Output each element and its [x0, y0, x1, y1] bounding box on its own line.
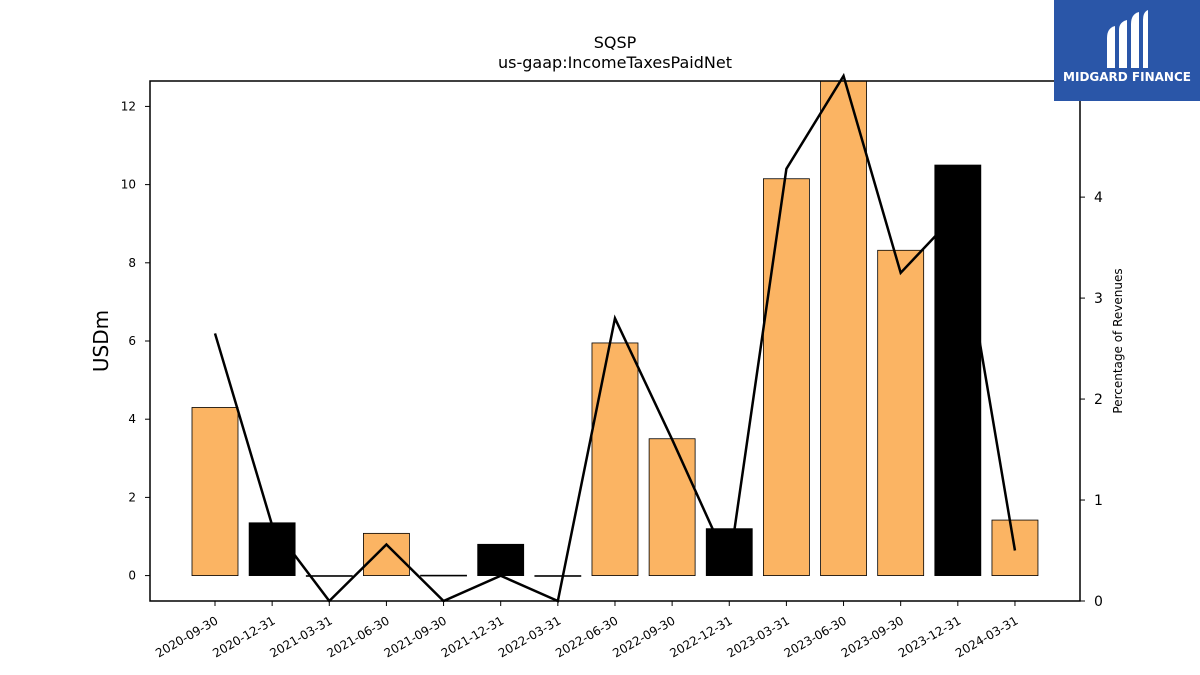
- x-tick-label: 2021-03-31: [267, 613, 334, 660]
- line-series: [213, 72, 1017, 603]
- bar-2023-09-30: [877, 249, 925, 576]
- bar-2021-12-31: [477, 543, 525, 576]
- y2-tick-label: 1: [1094, 493, 1103, 509]
- left-axis-ticks: 0 2 4 6 8 10 12: [121, 99, 150, 583]
- bar-series: [191, 80, 1039, 577]
- chart-title-group: SQSP us-gaap:IncomeTaxesPaidNet: [498, 33, 732, 72]
- revenue-percentage-line: [213, 72, 1017, 603]
- y-tick-label: 6: [128, 334, 136, 348]
- x-tick-label: 2022-09-30: [610, 613, 677, 660]
- x-tick-label: 2022-12-31: [667, 613, 734, 660]
- bar-2023-12-31: [934, 164, 982, 576]
- y-tick-label: 10: [121, 178, 136, 192]
- y-tick-label: 4: [128, 412, 136, 426]
- x-tick-label: 2024-03-31: [953, 613, 1020, 660]
- bar-2022-09-30: [648, 438, 696, 576]
- x-tick-label: 2023-12-31: [896, 613, 963, 660]
- chart-title: SQSP: [594, 33, 637, 52]
- y2-tick-label: 4: [1094, 190, 1103, 206]
- bar-2020-09-30: [191, 407, 239, 576]
- x-tick-label: 2022-06-30: [553, 613, 620, 660]
- x-tick-label: 2021-06-30: [325, 613, 392, 660]
- brand-logo: MIDGARD FINANCE: [1054, 0, 1200, 101]
- y-tick-label: 0: [128, 569, 136, 583]
- bar-2021-03-31: [305, 575, 353, 577]
- y2-tick-label: 3: [1094, 291, 1103, 307]
- bar-2023-06-30: [820, 80, 867, 576]
- y2-axis-label: Percentage of Revenues: [1111, 268, 1125, 413]
- y2-tick-label: 0: [1094, 594, 1103, 610]
- y-tick-label: 12: [121, 99, 136, 113]
- brand-name: MIDGARD FINANCE: [1063, 70, 1191, 84]
- bar-2022-06-30: [591, 342, 639, 576]
- y-tick-label: 8: [128, 256, 136, 270]
- bar-2023-03-31: [763, 178, 810, 576]
- bar-2020-12-31: [248, 522, 296, 576]
- bar-2021-06-30: [363, 532, 410, 576]
- x-axis-ticks: 2020-09-302020-12-312021-03-312021-06-30…: [153, 601, 1020, 660]
- bar-2021-09-30: [420, 574, 467, 577]
- x-tick-label: 2023-09-30: [839, 613, 906, 660]
- chart-subtitle: us-gaap:IncomeTaxesPaidNet: [498, 53, 732, 72]
- x-tick-label: 2020-09-30: [153, 613, 220, 660]
- bar-2022-03-31: [534, 575, 582, 577]
- x-tick-label: 2022-03-31: [496, 613, 563, 660]
- x-tick-label: 2023-06-30: [782, 613, 849, 660]
- right-axis-ticks: 0 1 2 3 4: [1080, 190, 1103, 610]
- y-axis-label: USDm: [89, 310, 113, 372]
- y2-tick-label: 2: [1094, 392, 1103, 408]
- midgard-logo-icon: [1107, 10, 1148, 68]
- x-tick-label: 2020-12-31: [210, 613, 277, 660]
- x-tick-label: 2023-03-31: [724, 613, 791, 660]
- x-tick-label: 2021-09-30: [382, 613, 449, 660]
- y-tick-label: 2: [128, 490, 136, 504]
- x-tick-label: 2021-12-31: [439, 613, 506, 660]
